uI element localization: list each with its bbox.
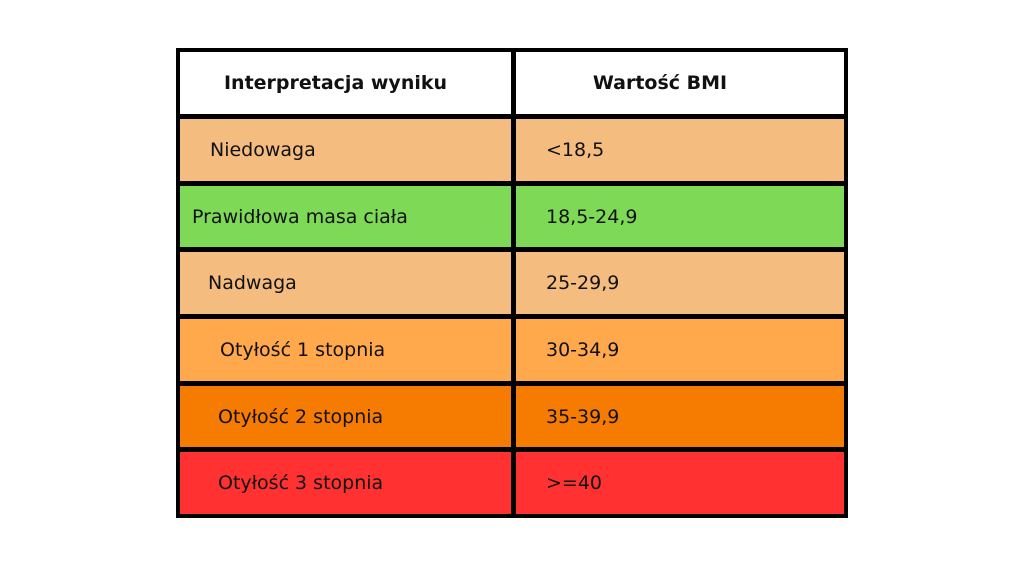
bmi-range: 30-34,9 bbox=[516, 319, 844, 381]
bmi-range: 18,5-24,9 bbox=[516, 186, 844, 247]
bmi-category: Nadwaga bbox=[180, 252, 511, 314]
bmi-table: Interpretacja wyniku Wartość BMI Niedowa… bbox=[176, 48, 848, 518]
table-header-row: Interpretacja wyniku Wartość BMI bbox=[180, 52, 844, 114]
bmi-category: Prawidłowa masa ciała bbox=[180, 186, 511, 247]
table-row: Otyłość 3 stopnia >=40 bbox=[180, 452, 844, 514]
bmi-category: Otyłość 3 stopnia bbox=[180, 452, 511, 514]
bmi-category: Niedowaga bbox=[180, 119, 511, 181]
bmi-range: <18,5 bbox=[516, 119, 844, 181]
header-bmi-value: Wartość BMI bbox=[516, 52, 844, 114]
bmi-range: 25-29,9 bbox=[516, 252, 844, 314]
table-row: Nadwaga 25-29,9 bbox=[180, 252, 844, 314]
table-row: Prawidłowa masa ciała 18,5-24,9 bbox=[180, 186, 844, 247]
bmi-category: Otyłość 1 stopnia bbox=[180, 319, 511, 381]
table-row: Otyłość 1 stopnia 30-34,9 bbox=[180, 319, 844, 381]
table-row: Otyłość 2 stopnia 35-39,9 bbox=[180, 386, 844, 447]
bmi-category: Otyłość 2 stopnia bbox=[180, 386, 511, 447]
bmi-range: 35-39,9 bbox=[516, 386, 844, 447]
bmi-range: >=40 bbox=[516, 452, 844, 514]
table-row: Niedowaga <18,5 bbox=[180, 119, 844, 181]
header-interpretation: Interpretacja wyniku bbox=[180, 52, 511, 114]
